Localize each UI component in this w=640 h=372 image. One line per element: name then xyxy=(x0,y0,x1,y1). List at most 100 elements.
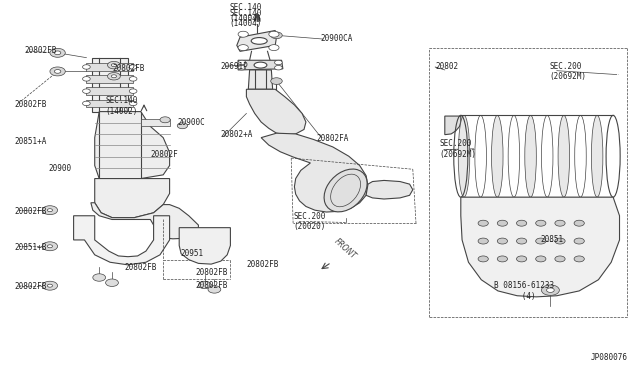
Text: SEC.200
(20692M): SEC.200 (20692M) xyxy=(439,139,476,158)
Circle shape xyxy=(574,256,584,262)
Bar xyxy=(86,75,133,83)
Circle shape xyxy=(574,238,584,244)
Circle shape xyxy=(129,89,137,93)
Circle shape xyxy=(54,70,61,73)
Circle shape xyxy=(478,256,488,262)
Polygon shape xyxy=(461,197,620,297)
Polygon shape xyxy=(91,203,198,239)
Circle shape xyxy=(238,65,246,70)
Circle shape xyxy=(42,281,58,290)
Circle shape xyxy=(50,48,65,57)
Circle shape xyxy=(42,206,58,215)
Circle shape xyxy=(516,220,527,226)
Text: 20851+B: 20851+B xyxy=(14,243,47,252)
Polygon shape xyxy=(445,116,461,135)
Circle shape xyxy=(238,45,248,51)
Text: 20802+A: 20802+A xyxy=(221,130,253,139)
Circle shape xyxy=(108,61,120,69)
Bar xyxy=(86,63,133,71)
Text: 20802FB: 20802FB xyxy=(24,46,57,55)
Text: 20802FB: 20802FB xyxy=(195,281,228,290)
Text: 20900CA: 20900CA xyxy=(320,34,353,43)
Circle shape xyxy=(198,281,211,289)
Text: 20802FB: 20802FB xyxy=(246,260,279,269)
Text: 20900C: 20900C xyxy=(178,118,205,127)
Circle shape xyxy=(50,67,65,76)
Circle shape xyxy=(541,285,559,295)
Ellipse shape xyxy=(458,115,470,197)
Text: 20802FB: 20802FB xyxy=(14,207,47,216)
Polygon shape xyxy=(95,112,170,179)
Text: 20900: 20900 xyxy=(48,164,71,173)
Circle shape xyxy=(108,73,120,80)
Circle shape xyxy=(555,256,565,262)
Text: SEC.140
(14002): SEC.140 (14002) xyxy=(106,96,138,116)
Text: SEC.140
(14004): SEC.140 (14004) xyxy=(229,3,262,23)
Circle shape xyxy=(106,279,118,286)
Bar xyxy=(86,87,133,95)
Circle shape xyxy=(238,60,246,65)
Text: 20802FB: 20802FB xyxy=(14,100,47,109)
Circle shape xyxy=(129,65,137,69)
Text: 20802FB: 20802FB xyxy=(112,64,145,73)
Circle shape xyxy=(555,238,565,244)
Circle shape xyxy=(574,220,584,226)
Circle shape xyxy=(129,77,137,81)
Ellipse shape xyxy=(254,62,267,68)
Circle shape xyxy=(160,117,170,123)
Polygon shape xyxy=(248,70,273,89)
Text: 20951: 20951 xyxy=(180,249,204,258)
Text: 20802FB: 20802FB xyxy=(125,263,157,272)
Circle shape xyxy=(42,242,58,251)
Polygon shape xyxy=(92,58,128,112)
Text: B 08156-61233
      (4): B 08156-61233 (4) xyxy=(494,281,554,301)
Polygon shape xyxy=(74,216,170,265)
Ellipse shape xyxy=(324,169,367,212)
Text: 20691P: 20691P xyxy=(221,62,248,71)
Text: 20802FA: 20802FA xyxy=(317,134,349,143)
Text: SEC.140
(14004): SEC.140 (14004) xyxy=(229,9,262,28)
Circle shape xyxy=(516,256,527,262)
Circle shape xyxy=(269,45,279,51)
Text: SEC.200
(20692M): SEC.200 (20692M) xyxy=(549,62,586,81)
Circle shape xyxy=(54,51,61,55)
Polygon shape xyxy=(237,31,276,51)
Ellipse shape xyxy=(525,115,536,197)
Circle shape xyxy=(497,220,508,226)
Text: 20802FB: 20802FB xyxy=(14,282,47,291)
Circle shape xyxy=(111,64,116,67)
Text: 20802: 20802 xyxy=(435,62,458,71)
Circle shape xyxy=(47,245,52,248)
Circle shape xyxy=(555,220,565,226)
Circle shape xyxy=(478,238,488,244)
Circle shape xyxy=(478,220,488,226)
Circle shape xyxy=(497,238,508,244)
Text: 20802FB: 20802FB xyxy=(195,268,228,277)
Circle shape xyxy=(83,77,90,81)
Ellipse shape xyxy=(252,38,268,44)
Circle shape xyxy=(547,288,554,292)
Bar xyxy=(86,100,133,107)
Circle shape xyxy=(275,60,282,65)
Text: SEC.200
(20020): SEC.200 (20020) xyxy=(293,212,326,231)
Circle shape xyxy=(129,101,137,106)
Circle shape xyxy=(83,89,90,93)
Text: 20802F: 20802F xyxy=(150,150,178,159)
Circle shape xyxy=(536,220,546,226)
Text: 20851+A: 20851+A xyxy=(14,137,47,146)
Circle shape xyxy=(83,101,90,106)
Ellipse shape xyxy=(591,115,603,197)
Circle shape xyxy=(536,256,546,262)
Polygon shape xyxy=(141,119,170,126)
Circle shape xyxy=(83,65,90,69)
Polygon shape xyxy=(179,228,230,264)
Circle shape xyxy=(208,286,221,293)
Ellipse shape xyxy=(558,115,570,197)
Polygon shape xyxy=(261,133,368,212)
Circle shape xyxy=(271,78,282,84)
Polygon shape xyxy=(95,179,170,218)
Polygon shape xyxy=(238,60,283,70)
Circle shape xyxy=(516,238,527,244)
Circle shape xyxy=(497,256,508,262)
Circle shape xyxy=(93,274,106,281)
